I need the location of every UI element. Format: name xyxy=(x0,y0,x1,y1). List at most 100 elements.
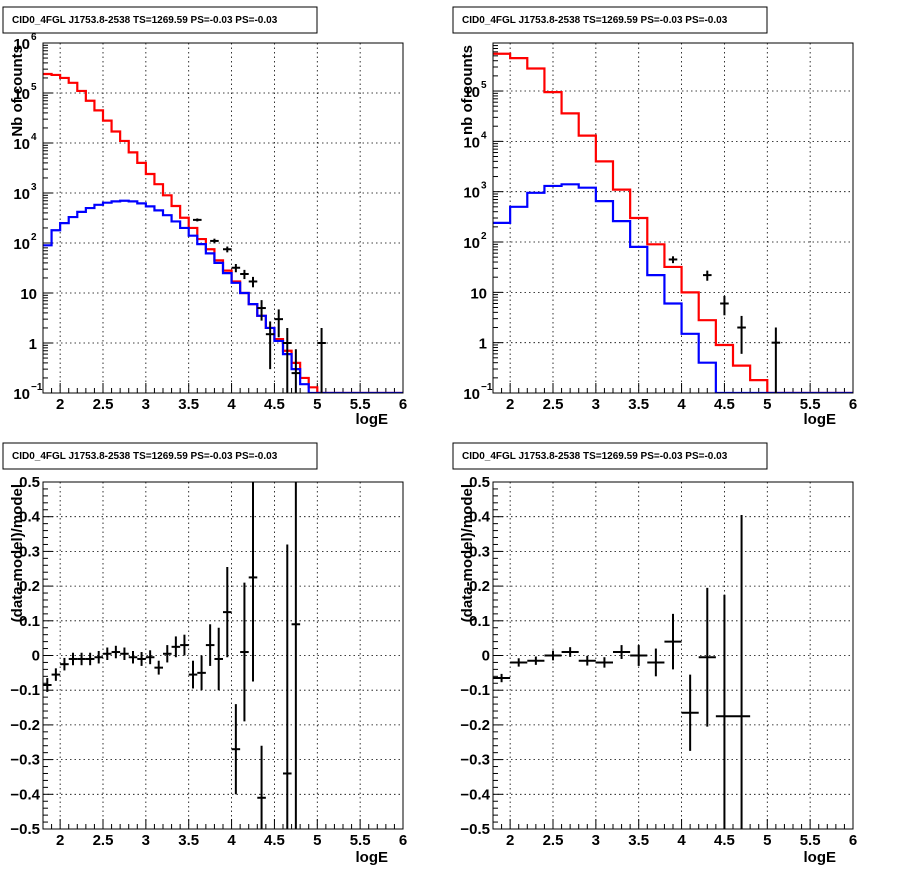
grid xyxy=(43,43,403,393)
title-frame xyxy=(2,442,318,470)
y-tick-label: −0.1 xyxy=(460,682,490,699)
x-tick-label: 3.5 xyxy=(628,396,649,413)
data-point xyxy=(544,650,562,661)
data-point xyxy=(733,514,751,829)
y-tick-exponent: 6 xyxy=(31,32,37,43)
y-tick-label: 10 5 xyxy=(463,80,487,101)
data-point xyxy=(668,256,678,264)
axis-ticks xyxy=(42,42,404,394)
y-tick-exponent: 3 xyxy=(481,181,487,192)
data-point xyxy=(137,652,146,666)
y-tick-label: 10 5 xyxy=(13,82,37,103)
y-tick-label: 0.1 xyxy=(19,613,40,630)
y-tick-label: 10 3 xyxy=(13,182,37,203)
y-tick-label: 0.4 xyxy=(469,509,491,526)
grid xyxy=(493,482,853,829)
x-axis-label: logE xyxy=(804,411,837,428)
data-point xyxy=(210,238,219,244)
x-tick-label: 6 xyxy=(399,832,407,849)
x-tick-label: 4 xyxy=(227,396,236,413)
y-tick-exponent: 2 xyxy=(481,231,487,242)
data-point xyxy=(578,655,596,666)
data-point xyxy=(111,645,121,659)
y-tick-label: 0.4 xyxy=(19,509,41,526)
y-tick-label: 1 xyxy=(29,336,37,353)
data-point xyxy=(257,300,266,321)
data-point xyxy=(595,657,613,668)
x-tick-label: 6 xyxy=(399,396,407,413)
data-point xyxy=(698,587,716,727)
title-frame xyxy=(2,6,318,34)
y-tick-exponent: −1 xyxy=(31,382,43,393)
data-point xyxy=(493,673,511,683)
y-tick-label: −0.3 xyxy=(10,752,40,769)
data-point xyxy=(647,648,665,677)
y-axis-label: (data-model)/model xyxy=(459,484,476,622)
series-line xyxy=(43,199,403,393)
data-point xyxy=(231,264,241,273)
data-point xyxy=(197,655,206,691)
y-tick-base: 10 xyxy=(13,86,30,103)
x-tick-label: 6 xyxy=(849,832,857,849)
y-axis-label: Nb of counts xyxy=(9,45,26,137)
data-point xyxy=(51,668,61,681)
x-tick-label: 5.5 xyxy=(800,396,821,413)
y-tick-label: 0.3 xyxy=(19,543,40,560)
data-point xyxy=(317,327,326,393)
data-point xyxy=(703,270,712,281)
data-point xyxy=(205,624,215,666)
x-tick-label: 4 xyxy=(227,832,236,849)
x-axis-label: logE xyxy=(804,849,837,866)
x-tick-label: 2 xyxy=(506,396,514,413)
data-point xyxy=(60,657,69,671)
data-point xyxy=(188,660,198,689)
x-axis-label: logE xyxy=(356,849,389,866)
data-point xyxy=(43,678,52,692)
chart-panel: 2 2.5 3 3.5 4 4.5 5 5.5 6 −0.5 −0.4 −0.3 −0.2 −0.1 0 0.… xyxy=(2,442,407,866)
data-point xyxy=(681,674,699,751)
y-tick-label: −0.4 xyxy=(460,786,490,803)
data-point xyxy=(94,650,103,664)
y-tick-exponent: 2 xyxy=(31,232,37,243)
series-line xyxy=(493,183,853,393)
x-tick-label: 3 xyxy=(142,396,150,413)
data-point xyxy=(291,482,301,829)
y-tick-label: 10 4 xyxy=(13,132,37,153)
data-layer xyxy=(43,72,403,393)
plot-frame xyxy=(492,481,854,830)
y-tick-label: 0 xyxy=(482,648,490,665)
data-point xyxy=(257,745,266,829)
data-point xyxy=(240,269,249,280)
data-point xyxy=(240,582,249,722)
y-tick-label: 1 xyxy=(479,336,487,353)
chart-title: CID0_4FGL J1753.8-2538 TS=1269.59 PS=-0.… xyxy=(12,451,278,462)
data-point xyxy=(85,652,95,666)
data-point xyxy=(145,650,155,665)
y-tick-base: 10 xyxy=(470,285,487,302)
y-tick-exponent: 5 xyxy=(481,80,487,91)
y-tick-base: 10 xyxy=(463,235,480,252)
x-tick-label: 4.5 xyxy=(264,396,285,413)
y-tick-label: 0.1 xyxy=(469,613,490,630)
data-point xyxy=(248,276,258,288)
x-tick-label: 3.5 xyxy=(178,832,199,849)
y-tick-base: 1 xyxy=(29,336,37,353)
y-tick-label: 0.5 xyxy=(469,474,490,491)
x-tick-label: 5 xyxy=(313,396,321,413)
data-point xyxy=(561,647,579,657)
y-tick-exponent: 5 xyxy=(31,82,37,93)
data-point xyxy=(265,321,275,370)
data-point xyxy=(510,658,528,667)
y-tick-label: −0.2 xyxy=(10,717,40,734)
data-point xyxy=(103,647,112,661)
data-point xyxy=(283,544,292,829)
data-point xyxy=(527,656,545,665)
x-tick-label: 3 xyxy=(592,396,600,413)
data-point xyxy=(171,636,181,658)
data-point xyxy=(154,660,163,675)
y-tick-base: 10 xyxy=(13,36,30,53)
y-tick-label: 10 4 xyxy=(463,130,487,151)
x-tick-label: 4.5 xyxy=(714,396,735,413)
x-tick-label: 2.5 xyxy=(93,396,114,413)
